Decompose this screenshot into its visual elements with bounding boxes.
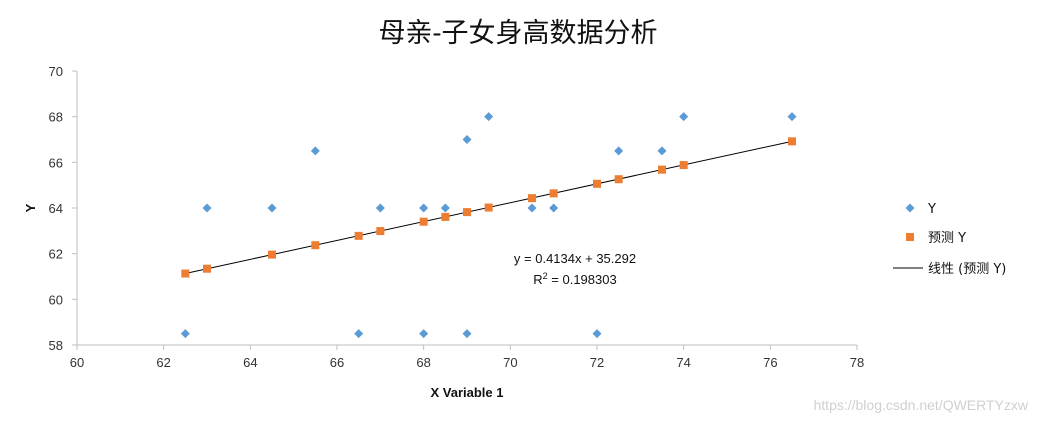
predicted-point (181, 269, 190, 278)
data-point (375, 203, 385, 213)
data-point (180, 329, 190, 339)
y-axis-title: Y (23, 203, 38, 212)
data-point (310, 146, 320, 156)
legend-marker-y (905, 203, 915, 213)
x-axis-ticks: 60 62 64 66 68 70 72 74 76 78 (70, 345, 864, 370)
predicted-point (679, 161, 688, 170)
data-point (354, 329, 364, 339)
legend: Y 预测 Y 线性 (预测 Y) (893, 202, 1006, 277)
y-tick-label: 68 (49, 110, 63, 125)
watermark: https://blog.csdn.net/QWERTYzxw (814, 397, 1029, 413)
x-tick-label: 64 (243, 355, 257, 370)
data-point (549, 203, 559, 213)
predicted-point (354, 231, 363, 240)
predicted-point (614, 175, 623, 184)
y-axis-ticks: 58 60 62 64 66 68 70 (49, 64, 77, 353)
predicted-point (484, 203, 493, 212)
y-tick-label: 62 (49, 247, 63, 262)
data-point (679, 112, 689, 122)
x-tick-label: 76 (763, 355, 777, 370)
data-point (484, 112, 494, 122)
y-tick-label: 70 (49, 64, 63, 79)
x-tick-label: 72 (590, 355, 604, 370)
regression-equation: y = 0.4134x + 35.292 (514, 251, 636, 266)
y-tick-label: 60 (49, 292, 63, 307)
predicted-point (658, 165, 666, 174)
x-tick-label: 68 (416, 355, 430, 370)
predicted-point (528, 194, 536, 203)
legend-label-predicted: 预测 Y (928, 231, 966, 246)
data-point (419, 329, 429, 339)
r-squared-label: R2 = 0.198303 (533, 271, 616, 287)
predicted-point (788, 137, 796, 146)
predicted-point (441, 212, 450, 221)
predicted-point (203, 264, 211, 273)
predicted-point (311, 241, 320, 250)
legend-label-trendline: 线性 (预测 Y) (928, 262, 1006, 277)
x-tick-label: 66 (330, 355, 344, 370)
x-tick-label: 62 (156, 355, 170, 370)
x-tick-label: 74 (676, 355, 690, 370)
y-tick-label: 58 (49, 338, 63, 353)
plot-marks (180, 112, 797, 339)
data-point (462, 329, 472, 339)
predicted-point (419, 217, 428, 226)
y-tick-label: 64 (49, 201, 63, 216)
data-point (462, 135, 472, 144)
data-point (419, 203, 429, 213)
x-tick-label: 78 (850, 355, 864, 370)
data-point (657, 146, 667, 156)
predicted-point (463, 208, 471, 217)
data-point (787, 112, 797, 122)
data-point (440, 203, 450, 213)
predicted-point (593, 179, 601, 188)
legend-label-y: Y (927, 202, 936, 217)
y-tick-label: 66 (49, 155, 63, 170)
data-point (592, 329, 602, 339)
x-tick-label: 60 (70, 355, 84, 370)
chart-title: 母亲-子女身高数据分析 (378, 18, 657, 49)
data-point (202, 203, 212, 213)
predicted-point (376, 227, 385, 236)
x-axis-title: X Variable 1 (431, 385, 504, 400)
data-point (614, 146, 624, 156)
x-tick-label: 70 (503, 355, 517, 370)
predicted-point (549, 189, 558, 198)
legend-marker-predicted (906, 233, 914, 241)
data-point (267, 203, 277, 213)
data-point (527, 203, 537, 213)
predicted-point (268, 250, 276, 259)
